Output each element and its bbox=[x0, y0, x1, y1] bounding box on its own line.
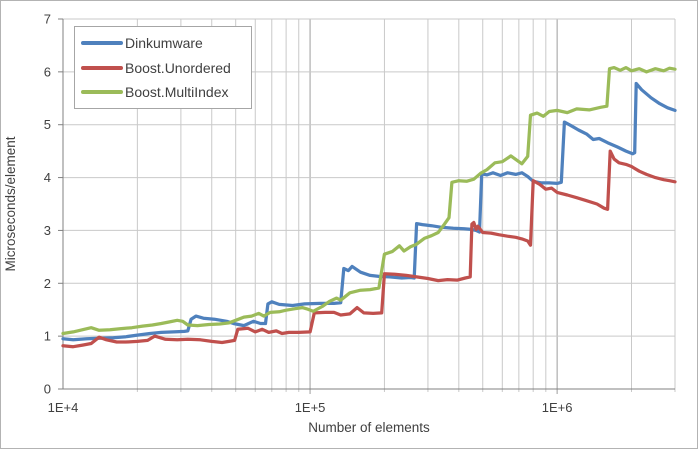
x-tick-label: 1E+4 bbox=[48, 400, 79, 415]
y-tick-label: 5 bbox=[44, 117, 51, 132]
legend-swatch-boost-multiindex bbox=[81, 89, 123, 94]
legend-item-dinkumware: Dinkumware bbox=[81, 35, 251, 51]
y-tick-label: 0 bbox=[44, 382, 51, 397]
y-tick-label: 7 bbox=[44, 12, 51, 27]
y-axis-title: Microseconds/element bbox=[3, 136, 18, 271]
y-tick-label: 6 bbox=[44, 64, 51, 79]
legend-item-boost-unordered: Boost.Unordered bbox=[81, 60, 251, 76]
grid-layer bbox=[58, 18, 676, 394]
tick-layer: 0 1 2 3 4 5 6 7 1E+4 1E+5 1E+6 bbox=[44, 12, 573, 416]
legend: Dinkumware Boost.Unordered Boost.MultiIn… bbox=[74, 26, 252, 109]
x-axis-title: Number of elements bbox=[308, 420, 430, 435]
legend-label: Boost.Unordered bbox=[125, 59, 231, 76]
y-tick-label: 2 bbox=[44, 276, 51, 291]
y-tick-label: 4 bbox=[44, 170, 51, 185]
legend-item-boost-multiindex: Boost.MultiIndex bbox=[81, 84, 251, 100]
y-tick-label: 3 bbox=[44, 223, 51, 238]
y-tick-label: 1 bbox=[44, 329, 51, 344]
series-line-dinkumware bbox=[61, 81, 677, 342]
series-line-boost-unordered bbox=[61, 149, 677, 349]
x-tick-label: 1E+5 bbox=[295, 400, 326, 415]
x-tick-label: 1E+6 bbox=[542, 400, 573, 415]
legend-label: Boost.MultiIndex bbox=[125, 83, 229, 100]
series-layer bbox=[61, 65, 677, 349]
legend-label: Dinkumware bbox=[125, 35, 203, 52]
series-line-boost-multiindex bbox=[61, 65, 677, 336]
legend-swatch-boost-unordered bbox=[81, 65, 123, 70]
legend-swatch-dinkumware bbox=[81, 41, 123, 46]
